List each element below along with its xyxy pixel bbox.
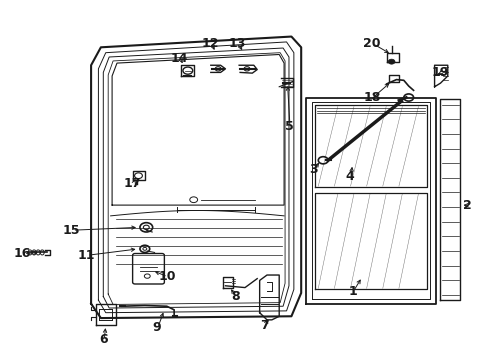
Text: 7: 7 xyxy=(260,319,269,332)
Text: 2: 2 xyxy=(463,199,472,212)
Text: 6: 6 xyxy=(99,333,108,346)
Text: 9: 9 xyxy=(153,320,161,333)
Text: 11: 11 xyxy=(77,249,95,262)
Text: 14: 14 xyxy=(171,51,188,64)
Text: 20: 20 xyxy=(363,37,381,50)
Text: 18: 18 xyxy=(364,91,381,104)
Circle shape xyxy=(388,59,395,64)
Text: 3: 3 xyxy=(309,163,318,176)
Text: 5: 5 xyxy=(285,120,294,133)
Text: 12: 12 xyxy=(202,37,220,50)
Text: 17: 17 xyxy=(124,177,142,190)
Text: 13: 13 xyxy=(229,37,246,50)
Text: 4: 4 xyxy=(345,170,354,183)
Text: 8: 8 xyxy=(231,290,240,303)
Text: 10: 10 xyxy=(158,270,175,283)
Text: 15: 15 xyxy=(63,224,80,237)
Text: 1: 1 xyxy=(348,285,357,298)
Text: 16: 16 xyxy=(14,247,31,260)
Text: 19: 19 xyxy=(432,66,449,79)
